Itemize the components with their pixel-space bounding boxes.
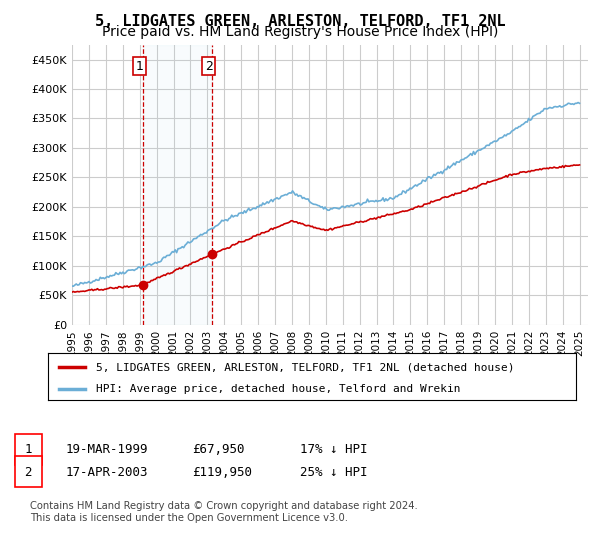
Text: 1: 1 (25, 443, 32, 456)
Text: Contains HM Land Registry data © Crown copyright and database right 2024.
This d: Contains HM Land Registry data © Crown c… (30, 501, 418, 523)
Text: £67,950: £67,950 (192, 443, 245, 456)
Text: 17% ↓ HPI: 17% ↓ HPI (300, 443, 367, 456)
Text: 25% ↓ HPI: 25% ↓ HPI (300, 465, 367, 479)
Bar (143, 45, 212, 325)
Text: Price paid vs. HM Land Registry's House Price Index (HPI): Price paid vs. HM Land Registry's House … (102, 25, 498, 39)
Text: 19-MAR-1999: 19-MAR-1999 (66, 443, 149, 456)
Text: 1: 1 (136, 59, 144, 73)
Text: £119,950: £119,950 (192, 465, 252, 479)
Text: HPI: Average price, detached house, Telford and Wrekin: HPI: Average price, detached house, Telf… (95, 384, 460, 394)
Text: 17-APR-2003: 17-APR-2003 (66, 465, 149, 479)
Text: 5, LIDGATES GREEN, ARLESTON, TELFORD, TF1 2NL: 5, LIDGATES GREEN, ARLESTON, TELFORD, TF… (95, 14, 505, 29)
Text: 5, LIDGATES GREEN, ARLESTON, TELFORD, TF1 2NL (detached house): 5, LIDGATES GREEN, ARLESTON, TELFORD, TF… (95, 362, 514, 372)
Text: 2: 2 (205, 59, 213, 73)
Text: 2: 2 (25, 465, 32, 479)
